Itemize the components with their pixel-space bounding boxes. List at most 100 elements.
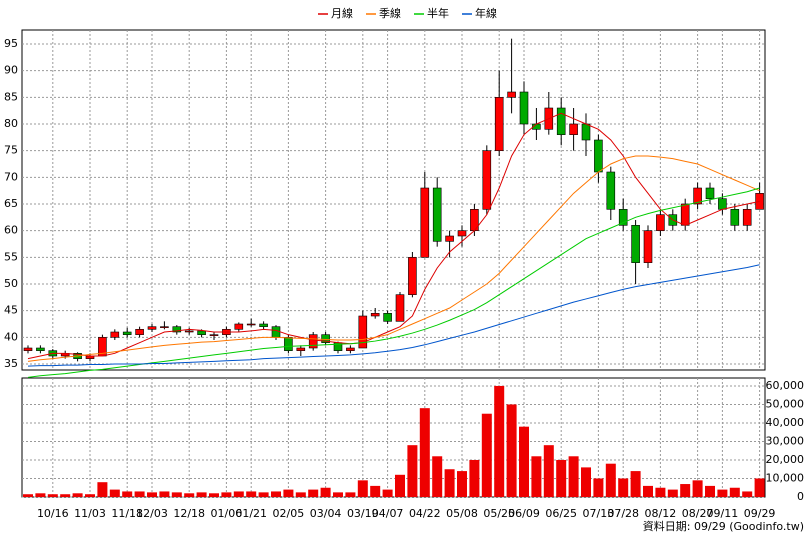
volume-bar (469, 459, 480, 497)
volume-bar (506, 404, 517, 497)
volume-bar (23, 494, 33, 497)
volume-bar (357, 480, 368, 497)
x-tick-label: 12/18 (173, 507, 205, 520)
volume-bar (308, 489, 319, 497)
volume-bar (159, 491, 170, 497)
volume-bar (184, 493, 195, 497)
x-tick-label: 04/07 (372, 507, 404, 520)
ma-line (27, 112, 760, 360)
y-tick-label: 75 (4, 144, 18, 157)
x-tick-label: 01/06 (211, 507, 243, 520)
y-tick-label: 80 (4, 117, 18, 130)
candle-body (110, 331, 120, 338)
candle-body (23, 347, 33, 351)
volume-bar (258, 492, 269, 497)
y-tick-label: 50,000 (766, 397, 805, 410)
volume-panel (21, 377, 766, 498)
candle-body (693, 187, 702, 205)
candle-body (494, 97, 504, 151)
ma-line (27, 155, 760, 362)
candle-body (482, 150, 492, 210)
candle-body (147, 326, 157, 330)
y-tick-label: 0 (797, 490, 804, 503)
candle-body (122, 331, 132, 335)
volume-bar (667, 489, 678, 497)
legend-label: 月線 (331, 6, 353, 20)
x-tick-label: 07/13 (583, 507, 615, 520)
candle-body (631, 225, 640, 263)
volume-bar (147, 492, 157, 497)
volume-bar (395, 474, 405, 497)
candle-body (445, 235, 454, 242)
candle-body (594, 139, 603, 173)
volume-bar (109, 489, 120, 497)
candle-body (209, 334, 219, 336)
candle-body (271, 326, 281, 338)
candle-body (705, 187, 715, 199)
volume-bar (271, 491, 281, 497)
candle-body (680, 203, 690, 226)
candle-body (172, 326, 182, 333)
volume-bar (531, 456, 542, 497)
candle-body (408, 257, 417, 295)
volume-bar (680, 484, 691, 497)
legend-label: 半年 (427, 6, 449, 20)
ma-line (27, 264, 760, 367)
x-tick-label: 03/04 (310, 507, 342, 520)
x-tick-label: 06/25 (545, 507, 577, 520)
candle-body (432, 187, 442, 242)
x-tick-label: 03/19 (347, 507, 379, 520)
volume-bar (717, 489, 728, 497)
volume-bar (35, 493, 46, 497)
volume-bar (593, 478, 604, 497)
x-tick-label: 08/12 (645, 507, 677, 520)
y-tick-label: 40 (4, 330, 18, 343)
candle-body (197, 330, 206, 335)
candle-body (234, 323, 244, 330)
volume-bar (630, 471, 641, 497)
volume-bar (407, 445, 418, 497)
x-tick-label: 09/29 (744, 507, 776, 520)
candle-body (321, 334, 330, 343)
volume-bar (581, 467, 591, 497)
candle-body (346, 347, 355, 351)
candle-body (420, 187, 430, 258)
y-tick-label: 60 (4, 224, 18, 237)
x-tick-label: 11/03 (74, 507, 106, 520)
volume-bar (481, 413, 492, 497)
y-tick-label: 30,000 (766, 434, 805, 447)
volume-bar (519, 426, 529, 497)
volume-bar (568, 456, 579, 497)
candle-body (135, 329, 144, 335)
volume-bar (655, 487, 666, 497)
volume-bar (432, 456, 443, 497)
volume-bar (320, 487, 331, 497)
y-tick-label: 60,000 (766, 379, 805, 392)
candle-body (656, 214, 665, 231)
volume-bar (246, 491, 257, 497)
volume-bar (134, 491, 145, 497)
volume-bar (457, 471, 467, 497)
volume-bar (742, 491, 753, 497)
candle-body (284, 337, 293, 351)
volume-bar (692, 480, 703, 497)
volume-bar (754, 478, 765, 497)
volume-bar (345, 492, 356, 497)
volume-bar (295, 492, 306, 497)
candle-body (718, 198, 727, 210)
volume-bar (72, 493, 83, 497)
candle-body (184, 330, 194, 333)
volume-bar (283, 489, 294, 497)
volume-bar (333, 492, 343, 497)
y-tick-label: 35 (4, 357, 18, 370)
legend-label: 年線 (475, 6, 497, 20)
x-tick-label: 05/25 (483, 507, 515, 520)
volume-bar (196, 492, 207, 497)
candle-body (358, 315, 368, 349)
x-tick-label: 02/05 (273, 507, 305, 520)
candle-body (556, 107, 566, 135)
candle-body (519, 91, 529, 125)
volume-bar (419, 408, 430, 497)
